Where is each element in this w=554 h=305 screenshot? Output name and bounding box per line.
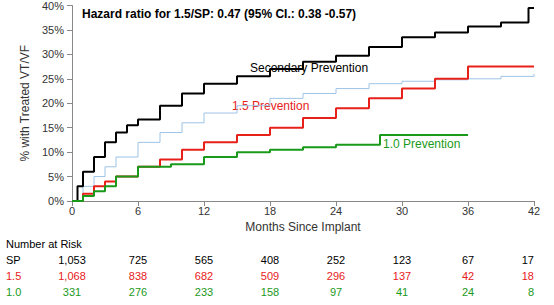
svg-text:1.0 Prevention: 1.0 Prevention: [383, 137, 460, 151]
svg-text:1,068: 1,068: [58, 270, 86, 282]
svg-text:252: 252: [327, 254, 345, 266]
svg-text:123: 123: [393, 254, 411, 266]
svg-text:12: 12: [198, 205, 210, 217]
svg-text:24: 24: [330, 205, 342, 217]
svg-text:5%: 5%: [48, 171, 64, 183]
svg-text:30: 30: [396, 205, 408, 217]
svg-text:158: 158: [261, 286, 279, 298]
svg-text:1.5: 1.5: [6, 270, 21, 282]
svg-text:17: 17: [522, 254, 534, 266]
svg-text:20%: 20%: [42, 97, 64, 109]
svg-text:30%: 30%: [42, 48, 64, 60]
svg-text:SP: SP: [6, 254, 21, 266]
svg-text:67: 67: [462, 254, 474, 266]
svg-text:Hazard ratio for 1.5/SP: 0.47: Hazard ratio for 1.5/SP: 0.47 (95% CI.: …: [82, 7, 356, 21]
svg-text:1,053: 1,053: [58, 254, 86, 266]
svg-text:42: 42: [528, 205, 540, 217]
svg-text:838: 838: [129, 270, 147, 282]
svg-text:97: 97: [330, 286, 342, 298]
svg-text:15%: 15%: [42, 122, 64, 134]
svg-text:40%: 40%: [42, 0, 64, 12]
svg-text:41: 41: [396, 286, 408, 298]
svg-text:0%: 0%: [48, 195, 64, 207]
svg-text:Secondary Prevention: Secondary Prevention: [250, 61, 368, 75]
svg-text:1.5 Prevention: 1.5 Prevention: [232, 99, 310, 113]
svg-text:1.0: 1.0: [6, 286, 21, 298]
svg-text:137: 137: [393, 270, 411, 282]
svg-text:296: 296: [327, 270, 345, 282]
svg-text:% with Treated VT/VF: % with Treated VT/VF: [18, 45, 32, 162]
svg-text:509: 509: [261, 270, 279, 282]
svg-text:Months Since Implant: Months Since Implant: [245, 220, 361, 234]
svg-text:Number at Risk: Number at Risk: [6, 238, 82, 250]
svg-text:0: 0: [69, 205, 75, 217]
svg-text:725: 725: [129, 254, 147, 266]
svg-text:25%: 25%: [42, 73, 64, 85]
svg-text:42: 42: [462, 270, 474, 282]
svg-text:331: 331: [63, 286, 81, 298]
svg-text:233: 233: [195, 286, 213, 298]
svg-text:682: 682: [195, 270, 213, 282]
svg-text:18: 18: [522, 270, 534, 282]
svg-text:35%: 35%: [42, 24, 64, 36]
svg-text:10%: 10%: [42, 146, 64, 158]
svg-text:276: 276: [129, 286, 147, 298]
svg-text:8: 8: [528, 286, 534, 298]
svg-text:18: 18: [264, 205, 276, 217]
svg-text:6: 6: [135, 205, 141, 217]
svg-text:36: 36: [462, 205, 474, 217]
svg-text:24: 24: [462, 286, 474, 298]
svg-text:565: 565: [195, 254, 213, 266]
svg-text:408: 408: [261, 254, 279, 266]
